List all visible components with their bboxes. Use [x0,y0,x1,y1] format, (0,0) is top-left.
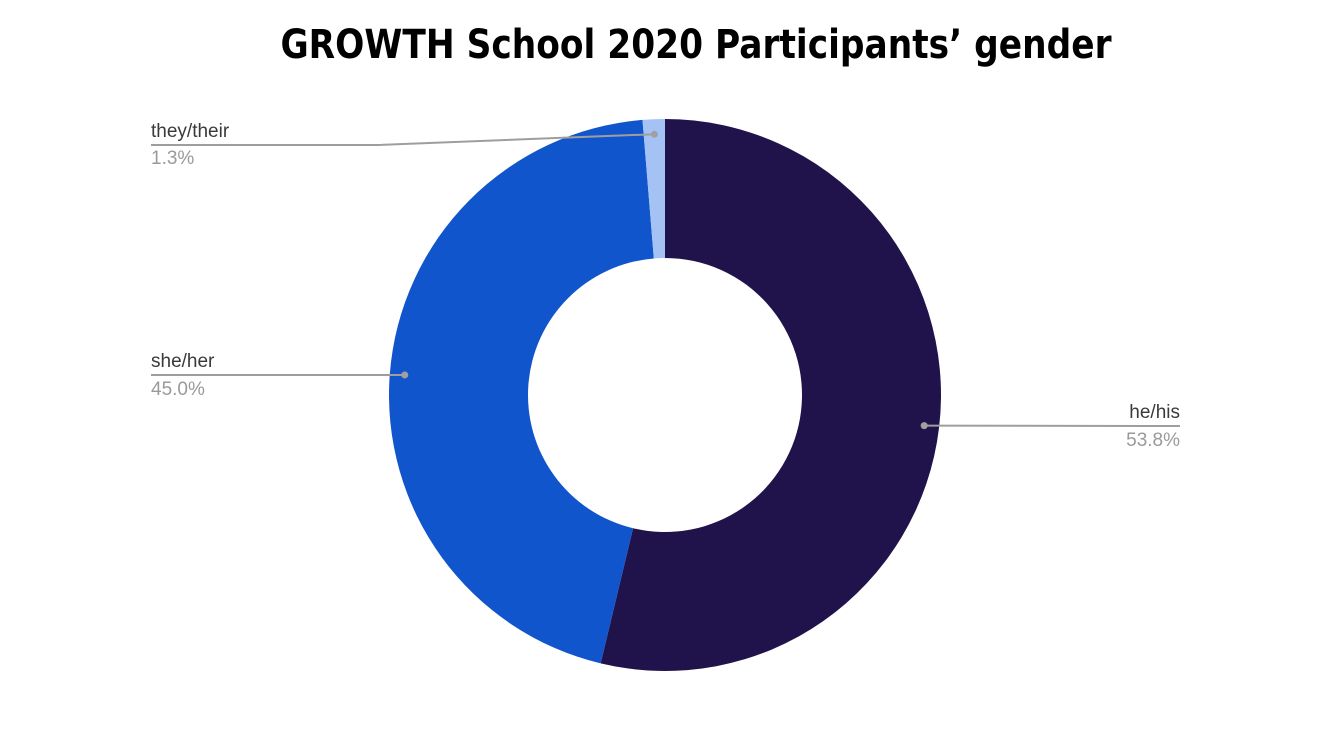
label-name-he-his: he/his [1129,402,1180,423]
leader-line-they-their [151,133,655,146]
chart-title: GROWTH School 2020 Participants’ gender [280,22,1112,68]
slices [388,119,941,671]
label-value-she-her: 45.0% [151,379,205,400]
slice-he-his [600,119,941,671]
label-name-they-their: they/their [151,121,230,142]
label-value-he-his: 53.8% [1126,430,1180,451]
slice-she-her [388,119,654,664]
leader-dot-they-their [650,130,658,138]
leader-dot-she-her [401,371,409,379]
leader-dot-he-his [920,422,928,430]
label-value-they-their: 1.3% [151,148,194,169]
slice-they-their [642,119,665,259]
leader-lines [150,130,1181,430]
slice-labels: he/his 53.8% she/her 45.0% they/their 1.3% [151,121,1180,451]
label-name-she-her: she/her [151,351,215,372]
